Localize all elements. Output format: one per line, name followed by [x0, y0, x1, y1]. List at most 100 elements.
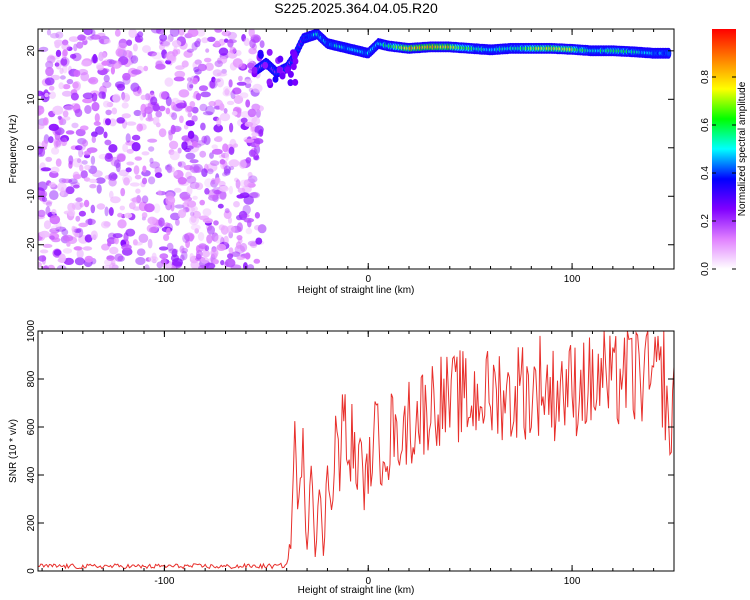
spectrogram-noise-cell — [214, 40, 221, 47]
spectrogram-noise-cell — [98, 91, 106, 99]
spectrogram-noise-cell — [191, 115, 198, 122]
spectrogram-noise-cell — [181, 250, 188, 261]
spectrogram-noise-cell — [105, 109, 112, 116]
spectrogram-noise-cell — [245, 157, 252, 164]
spectrogram-noise-cell — [96, 184, 102, 194]
spectrogram-noise-cell — [227, 253, 234, 259]
spectrogram-noise-cell — [55, 158, 62, 167]
spectrogram-noise-cell — [106, 255, 115, 261]
spectrogram-noise-cell — [59, 67, 64, 75]
spectrogram-ridge-cell — [266, 78, 273, 86]
spectrogram-noise-cell — [49, 235, 55, 240]
spectrogram-noise-cell — [163, 234, 170, 241]
spectrogram-noise-cell — [88, 76, 99, 85]
spectrogram-noise-cell — [186, 48, 194, 53]
spectrogram-noise-cell — [183, 164, 194, 171]
spectrogram-noise-cell — [141, 195, 149, 204]
spectrogram-noise-cell — [205, 105, 215, 116]
spectrogram-noise-cell — [243, 179, 251, 188]
spectrogram-noise-cell — [107, 174, 113, 181]
spectrogram-noise-cell — [114, 29, 121, 37]
spectrogram-noise-cell — [185, 152, 196, 160]
spectrogram-noise-cell — [165, 107, 171, 115]
spectrogram-noise-cell — [60, 137, 68, 147]
y-tick-label: 400 — [26, 466, 37, 483]
spectrogram-noise-cell — [202, 249, 210, 258]
spectrogram-noise-cell — [75, 197, 83, 202]
spectrogram-noise-cell — [202, 111, 214, 116]
spectrogram-noise-cell — [227, 31, 238, 40]
spectrogram-noise-cell — [42, 117, 49, 126]
spectrogram-noise-cell — [220, 225, 229, 235]
spectrogram-noise-cell — [214, 29, 223, 33]
spectrogram-noise-cell — [168, 131, 173, 141]
spectrogram-noise-cell — [179, 115, 184, 124]
spectrogram-noise-cell — [95, 177, 106, 184]
spectrogram-noise-cell — [166, 227, 171, 236]
spectrogram-noise-cell — [121, 102, 129, 109]
spectrogram-noise-cell — [49, 91, 56, 99]
spectrogram-noise-cell — [48, 182, 56, 188]
spectrogram-noise-cell — [210, 248, 219, 258]
spectrogram-noise-cell — [184, 232, 195, 242]
spectrogram-noise-cell — [181, 60, 189, 68]
spectrogram-noise-cell — [117, 212, 123, 218]
spectrogram-noise-cell — [73, 43, 78, 52]
spectrogram-noise-cell — [60, 57, 68, 66]
spectrogram-noise-cell — [178, 29, 185, 36]
spectrogram-noise-cell — [247, 108, 257, 118]
spectrogram-noise-cell — [148, 146, 155, 152]
spectrogram-noise-cell — [178, 161, 186, 168]
spectrogram-noise-cell — [151, 52, 163, 60]
spectrogram-noise-cell — [74, 257, 85, 266]
spectrogram-noise-cell — [232, 87, 242, 95]
spectrogram-ridge-cell — [262, 61, 269, 69]
spectrogram-noise-cell — [73, 228, 82, 234]
spectrogram-noise-cell — [62, 248, 73, 254]
spectrogram-noise-layer — [38, 29, 267, 269]
spectrogram-noise-cell — [38, 209, 46, 218]
spectrogram-noise-cell — [111, 173, 118, 180]
spectrogram-noise-cell — [177, 147, 182, 154]
spectrogram-noise-cell — [173, 187, 182, 193]
spectrogram-noise-cell — [70, 53, 77, 59]
spectrogram-noise-cell — [61, 228, 69, 236]
spectrogram-noise-cell — [79, 164, 84, 172]
spectrogram-noise-cell — [101, 60, 109, 66]
spectrogram-noise-cell — [131, 196, 143, 204]
spectrogram-noise-cell — [77, 68, 89, 76]
spectrogram-noise-cell — [96, 203, 106, 210]
spectrogram-noise-cell — [209, 152, 214, 159]
spectrogram-noise-cell — [62, 49, 68, 57]
spectrogram-noise-cell — [185, 120, 195, 127]
spectrogram-noise-cell — [246, 264, 255, 269]
spectrogram-noise-cell — [246, 62, 255, 69]
spectrogram-noise-cell — [243, 262, 248, 269]
spectrogram-noise-cell — [88, 178, 98, 184]
y-tick-label: -20 — [26, 237, 37, 252]
spectrogram-noise-cell — [90, 204, 96, 214]
spectrogram-noise-cell — [224, 88, 230, 96]
x-tick-label: 100 — [564, 576, 581, 587]
spectrogram-noise-cell — [149, 226, 158, 233]
spectrogram-noise-cell — [41, 140, 48, 149]
spectrogram-noise-cell — [196, 38, 202, 44]
spectrogram-noise-cell — [48, 123, 59, 131]
spectrogram-noise-cell — [184, 105, 191, 113]
spectrogram-noise-cell — [186, 81, 194, 91]
spectrogram-noise-cell — [190, 211, 195, 217]
spectrogram-noise-cell — [175, 65, 185, 70]
spectrogram-noise-cell — [135, 188, 141, 194]
spectrogram-noise-cell — [126, 39, 133, 46]
spectrogram-noise-cell — [189, 181, 200, 190]
spectrogram-noise-cell — [159, 253, 169, 260]
spectrogram-noise-cell — [122, 175, 133, 183]
spectrogram-noise-cell — [118, 38, 128, 49]
spectrogram-noise-cell — [50, 166, 60, 174]
spectrogram-noise-cell — [84, 105, 92, 114]
snr-background — [38, 331, 674, 571]
spectrogram-noise-cell — [68, 178, 78, 185]
spectrogram-noise-cell — [236, 81, 247, 86]
spectrogram-noise-cell — [143, 65, 149, 72]
spectrogram-noise-cell — [216, 77, 224, 88]
